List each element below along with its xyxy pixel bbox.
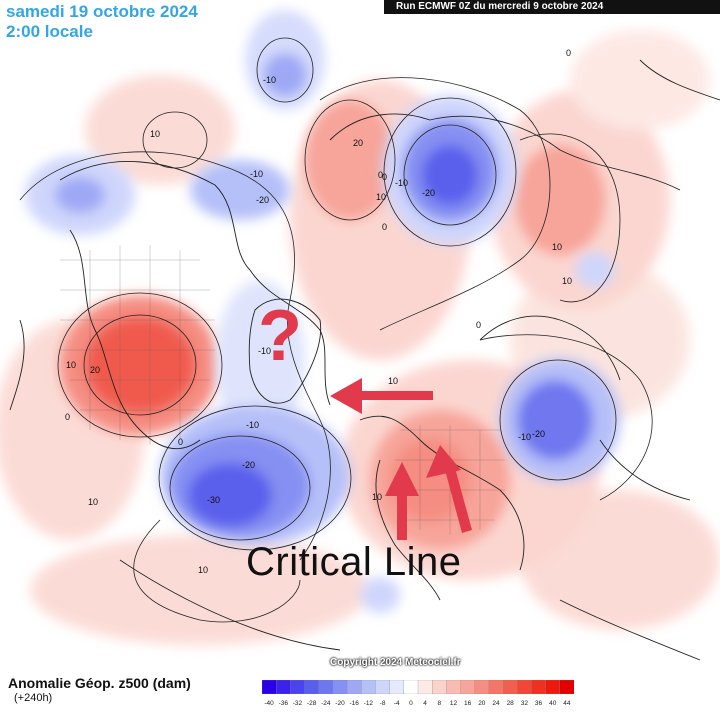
colorbar-tick-label: 28 [507,700,515,707]
colorbar-swatch [332,680,348,694]
critical-line-annotation: Critical Line [246,540,462,584]
colorbar-swatch [375,680,391,694]
copyright: Copyright 2024 Meteociel.fr [330,657,461,668]
colorbar-swatch [276,680,291,694]
colorbar-ticks: -40 -36 -32 -28 -24 -20 -16 -12 -8 -4 0 4 8 12 16 20 24 2… [264,700,571,707]
colorbar-swatch [502,680,518,694]
colorbar-swatch [346,680,362,694]
contour-label: -20 [256,195,269,205]
colorbar-swatch [517,680,532,694]
colorbar-tick-label: 0 [409,700,413,707]
contour-label: -30 [207,495,220,505]
colorbar-swatch [417,680,433,694]
contour-label: 10 [562,276,572,286]
contour-label: 10 [198,565,208,575]
negative-anomaly [25,10,620,613]
arrow-up-right [426,445,472,533]
colorbar-tick-label: -8 [380,700,386,707]
contour-label: 0 [382,222,387,232]
contour-label: -10 [246,420,259,430]
colorbar-tick-label: 44 [563,700,571,707]
colorbar-tick-label: 4 [423,700,427,707]
colorbar-swatch [318,680,334,694]
contour-label: 0 [566,48,571,58]
colorbar-tick-label: -20 [335,700,345,707]
contour-label: 10 [376,192,386,202]
contour-label: -20 [242,460,255,470]
colorbar-swatch [446,680,461,694]
colorbar-tick-label: 40 [549,700,557,707]
colorbar-tick-label: -4 [394,700,400,707]
colorbar-swatch [403,680,419,694]
legend-lead-time: (+240h) [14,692,53,704]
contour-label: -10 [395,178,408,188]
contour-label: -10 [263,75,276,85]
colorbar-swatch [559,680,574,694]
contour-label: -10 [518,432,531,442]
forecast-date: samedi 19 octobre 2024 [6,2,198,21]
colorbar-tick-label: 8 [437,700,441,707]
colorbar-tick-label: 32 [521,700,529,707]
colorbar-swatch [389,680,405,694]
contour-label: 0 [476,320,481,330]
colorbar-tick-label: -28 [307,700,317,707]
contour-label: -20 [532,429,545,439]
contour-label: 10 [88,497,98,507]
colorbar-swatch [474,680,490,694]
contour-label: 0 [382,172,387,182]
colorbar-tick-label: -12 [364,700,374,707]
colorbar-swatch [488,680,504,694]
contour-label: -10 [250,169,263,179]
coastlines [9,59,720,661]
contour-label: -20 [422,188,435,198]
colorbar-swatch [290,680,305,694]
colorbar-swatch [262,680,277,694]
colorbar-tick-label: -36 [279,700,289,707]
colorbar-tick-label: 36 [535,700,543,707]
colorbar-swatch [545,680,561,694]
colorbar-tick-label: -32 [293,700,303,707]
positive-anomaly-core [60,100,605,550]
contour-label: 10 [150,129,160,139]
question-mark-annotation: ? [258,296,302,376]
colorbar-tick-label: -24 [321,700,331,707]
forecast-time: 2:00 locale [6,22,93,41]
arrow-left [330,378,433,414]
anomaly-map: 10 -10 20 0 -10 -20 10 0 -10 -20 10 20 0… [0,10,720,661]
colorbar-swatch [361,680,376,694]
colorbar-swatch [460,680,476,694]
colorbar-tick-label: 20 [478,700,486,707]
arrow-up-left [385,462,419,540]
contour-label-group: 10 -10 20 0 -10 -20 10 0 -10 -20 10 20 0… [65,48,572,575]
colorbar-tick-label: 24 [492,700,500,707]
contour-label: 10 [66,360,76,370]
contour-label: 10 [372,492,382,502]
contour-lines [19,37,653,623]
colorbar [262,680,574,694]
contour-label: -10 [258,346,271,356]
colorbar-tick-label: -40 [264,700,274,707]
contour-label: 10 [388,376,398,386]
annotation-arrows [330,378,472,540]
colorbar-swatch [432,680,447,694]
colorbar-swatch [531,680,547,694]
contour-label: 20 [90,365,100,375]
colorbar-tick-label: 16 [464,700,472,707]
colorbar-swatch [304,680,320,694]
contour-label: 20 [353,138,363,148]
legend-title: Anomalie Géop. z500 (dam) [8,675,191,691]
contour-label: 10 [552,242,562,252]
contour-label: 0 [378,170,383,180]
model-run-info: Run ECMWF 0Z du mercredi 9 octobre 2024 [384,0,720,14]
colorbar-tick-label: 12 [450,700,458,707]
colorbar-tick-label: -16 [349,700,359,707]
contour-label: 0 [65,412,70,422]
contour-label: 0 [178,437,183,447]
